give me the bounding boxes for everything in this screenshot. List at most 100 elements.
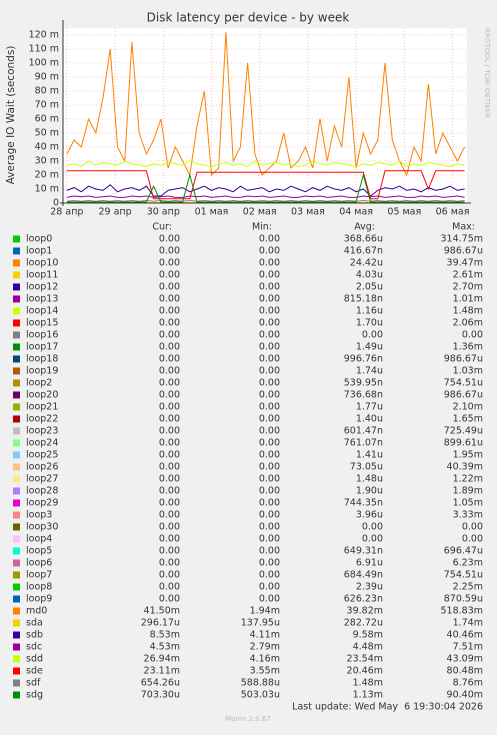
legend-stat: 0.00 bbox=[159, 378, 180, 389]
legend-stat: 0.00 bbox=[259, 510, 280, 521]
legend-label: loop5 bbox=[26, 546, 52, 557]
legend-label: loop2 bbox=[26, 378, 52, 389]
legend-stat: 996.76n bbox=[344, 354, 383, 365]
legend-stat: 0.00 bbox=[159, 366, 180, 377]
legend-label: loop7 bbox=[26, 570, 52, 581]
legend-stat: 0.00 bbox=[159, 294, 180, 305]
legend-swatch bbox=[13, 511, 20, 519]
legend-stat: 0.00 bbox=[159, 390, 180, 401]
legend-stat: 1.05m bbox=[453, 498, 483, 509]
legend-column-header: Cur: bbox=[152, 222, 172, 233]
legend-stat: 4.03u bbox=[356, 270, 383, 281]
legend-stat: 0.00 bbox=[159, 462, 180, 473]
legend-swatch bbox=[13, 691, 20, 699]
legend-stat: 4.53m bbox=[150, 642, 180, 653]
legend-stat: 41.50m bbox=[144, 606, 180, 617]
legend-stat: 0.00 bbox=[259, 570, 280, 581]
legend-stat: 0.00 bbox=[259, 450, 280, 461]
legend-swatch bbox=[13, 439, 20, 447]
legend-stat: 0.00 bbox=[259, 402, 280, 413]
legend-stat: 8.53m bbox=[150, 630, 180, 641]
legend-stat: 1.48m bbox=[453, 306, 483, 317]
legend-stat: 0.00 bbox=[362, 330, 383, 341]
legend-stat: 0.00 bbox=[259, 258, 280, 269]
legend-swatch bbox=[13, 487, 20, 495]
legend-label: loop3 bbox=[26, 510, 52, 521]
legend-swatch bbox=[13, 571, 20, 579]
legend-stat: 368.66u bbox=[344, 234, 383, 245]
series-line bbox=[66, 184, 465, 197]
legend-stat: 0.00 bbox=[259, 234, 280, 245]
legend-stat: 4.48m bbox=[353, 642, 383, 653]
legend-swatch bbox=[13, 583, 20, 591]
legend-swatch bbox=[13, 619, 20, 627]
legend-label: loop0 bbox=[26, 234, 52, 245]
x-tick-label: 06 мая bbox=[436, 207, 470, 218]
legend-stat: 8.76m bbox=[453, 678, 483, 689]
legend-swatch bbox=[13, 295, 20, 303]
legend-stat: 1.74u bbox=[356, 366, 383, 377]
legend-stat: 0.00 bbox=[259, 282, 280, 293]
legend-stat: 0.00 bbox=[159, 342, 180, 353]
legend-stat: 40.39m bbox=[447, 462, 483, 473]
y-tick-label: 80 m bbox=[35, 86, 59, 97]
legend-stat: 0.00 bbox=[259, 486, 280, 497]
legend-stat: 9.58m bbox=[353, 630, 383, 641]
legend-stat: 2.06m bbox=[453, 318, 483, 329]
legend-stat: 0.00 bbox=[259, 474, 280, 485]
legend-label: loop22 bbox=[26, 414, 58, 425]
legend-stat: 725.49u bbox=[444, 426, 483, 437]
legend-swatch bbox=[13, 655, 20, 663]
legend-stat: 1.01m bbox=[453, 294, 483, 305]
legend-label: sde bbox=[26, 666, 43, 677]
legend-label: sdf bbox=[26, 678, 41, 689]
legend-stat: 26.94m bbox=[144, 654, 180, 665]
legend-stat: 0.00 bbox=[159, 558, 180, 569]
legend-stat: 0.00 bbox=[259, 534, 280, 545]
legend-stat: 1.40u bbox=[356, 414, 383, 425]
legend-label: loop16 bbox=[26, 330, 58, 341]
legend-label: loop14 bbox=[26, 306, 58, 317]
watermark: RRDTOOL / TOBI OETIKER bbox=[483, 28, 491, 118]
legend-swatch bbox=[13, 463, 20, 471]
legend-stat: 0.00 bbox=[259, 330, 280, 341]
legend-stat: 0.00 bbox=[159, 474, 180, 485]
legend-stat: 0.00 bbox=[259, 546, 280, 557]
legend-stat: 0.00 bbox=[159, 534, 180, 545]
y-tick-label: 0 bbox=[53, 198, 59, 209]
legend-stat: 39.47m bbox=[447, 258, 483, 269]
legend-stat: 1.90u bbox=[356, 486, 383, 497]
legend-stat: 0.00 bbox=[159, 402, 180, 413]
legend-swatch bbox=[13, 499, 20, 507]
legend-swatch bbox=[13, 355, 20, 363]
legend-label: loop18 bbox=[26, 354, 58, 365]
legend-stat: 761.07n bbox=[344, 438, 383, 449]
legend-label: loop24 bbox=[26, 438, 58, 449]
x-tick-label: 01 мая bbox=[195, 207, 229, 218]
y-tick-label: 30 m bbox=[35, 156, 59, 167]
legend-label: loop15 bbox=[26, 318, 58, 329]
legend-stat: 601.47n bbox=[344, 426, 383, 437]
legend-stat: 0.00 bbox=[259, 378, 280, 389]
legend-stat: 40.46m bbox=[447, 630, 483, 641]
last-update: Last update: Wed May 6 19:30:04 2026 bbox=[292, 702, 483, 713]
legend-label: loop19 bbox=[26, 366, 58, 377]
legend-stat: 0.00 bbox=[159, 258, 180, 269]
legend-stat: 1.77u bbox=[356, 402, 383, 413]
legend-stat: 2.25m bbox=[453, 582, 483, 593]
legend-swatch bbox=[13, 403, 20, 411]
legend-stat: 1.74m bbox=[453, 618, 483, 629]
legend-stat: 0.00 bbox=[259, 318, 280, 329]
legend-stat: 0.00 bbox=[259, 246, 280, 257]
legend-label: loop8 bbox=[26, 582, 52, 593]
legend-stat: 23.54m bbox=[347, 654, 383, 665]
legend-stat: 2.79m bbox=[250, 642, 280, 653]
legend-column-header: Avg: bbox=[354, 222, 375, 233]
legend-stat: 754.51u bbox=[444, 570, 483, 581]
legend-stat: 0.00 bbox=[159, 510, 180, 521]
legend-stat: 0.00 bbox=[159, 426, 180, 437]
y-tick-label: 100 m bbox=[29, 58, 59, 69]
x-tick-label: 30 апр bbox=[147, 207, 180, 218]
legend-stat: 1.70u bbox=[356, 318, 383, 329]
